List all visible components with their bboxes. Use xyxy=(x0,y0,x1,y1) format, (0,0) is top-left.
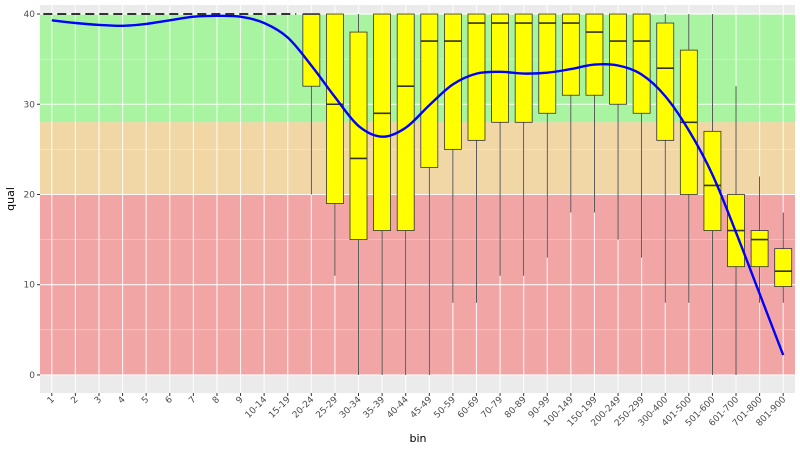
x-tick-label-1: 2 xyxy=(69,395,80,406)
box-31 xyxy=(774,248,793,287)
x-tick-label-5: 6 xyxy=(164,395,175,406)
box-21 xyxy=(538,13,557,114)
box-18 xyxy=(467,13,486,141)
box-25 xyxy=(632,13,651,114)
box-24 xyxy=(609,13,627,105)
x-tick-label-12: 25-29 xyxy=(314,395,340,421)
box-26 xyxy=(656,22,675,141)
x-tick-label-19: 70-79 xyxy=(480,395,506,421)
x-tick-label-8: 9 xyxy=(235,395,246,406)
x-tick-label-9: 10-14 xyxy=(244,395,270,421)
x-tick-label-16: 45-49 xyxy=(409,395,435,421)
box-30 xyxy=(750,230,769,268)
x-tick-label-17: 50-59 xyxy=(432,395,458,421)
mean-quality-line xyxy=(51,14,785,356)
x-tick-label-13: 30-34 xyxy=(338,395,364,421)
x-tick-label-15: 40-44 xyxy=(385,395,411,421)
box-16 xyxy=(420,13,439,168)
box-20 xyxy=(514,13,533,123)
x-tick-label-6: 7 xyxy=(187,395,198,406)
y-tick-label-4: 40 xyxy=(24,10,36,20)
box-14 xyxy=(373,13,392,231)
x-tick-label-20: 80-89 xyxy=(503,395,529,421)
box-28 xyxy=(703,130,722,231)
box-13 xyxy=(349,31,368,241)
x-axis-title: bin xyxy=(409,432,426,445)
x-tick-label-0: 1 xyxy=(46,395,57,406)
y-tick-label-1: 10 xyxy=(24,281,36,291)
x-tick-label-10: 15-19 xyxy=(267,395,293,421)
x-tick-label-14: 35-39 xyxy=(362,395,388,421)
y-tick-label-2: 20 xyxy=(24,190,36,200)
x-tick-label-11: 20-24 xyxy=(291,395,317,421)
x-tick-label-3: 4 xyxy=(117,395,128,406)
x-tick-label-18: 60-69 xyxy=(456,395,482,421)
y-axis-ticks: 0 10 20 30 40 xyxy=(24,10,40,381)
boxes xyxy=(302,13,793,287)
box-15 xyxy=(396,13,415,231)
x-axis-ticks: 1 2 3 4 5 6 7 8 910-1415-1920-2425-2930-3435-394… xyxy=(46,393,789,429)
box-22 xyxy=(561,13,580,96)
box-19 xyxy=(491,13,509,123)
box-11 xyxy=(302,13,321,87)
y-axis-title: qual xyxy=(4,187,17,211)
median-lines xyxy=(302,13,792,272)
x-tick-label-4: 5 xyxy=(140,395,151,406)
y-tick-label-3: 30 xyxy=(24,100,36,110)
box-17 xyxy=(443,13,462,150)
y-tick-label-0: 0 xyxy=(29,371,35,381)
box-23 xyxy=(585,13,604,96)
x-tick-label-2: 3 xyxy=(93,395,104,406)
box-12 xyxy=(326,13,344,204)
x-tick-label-7: 8 xyxy=(211,395,222,406)
